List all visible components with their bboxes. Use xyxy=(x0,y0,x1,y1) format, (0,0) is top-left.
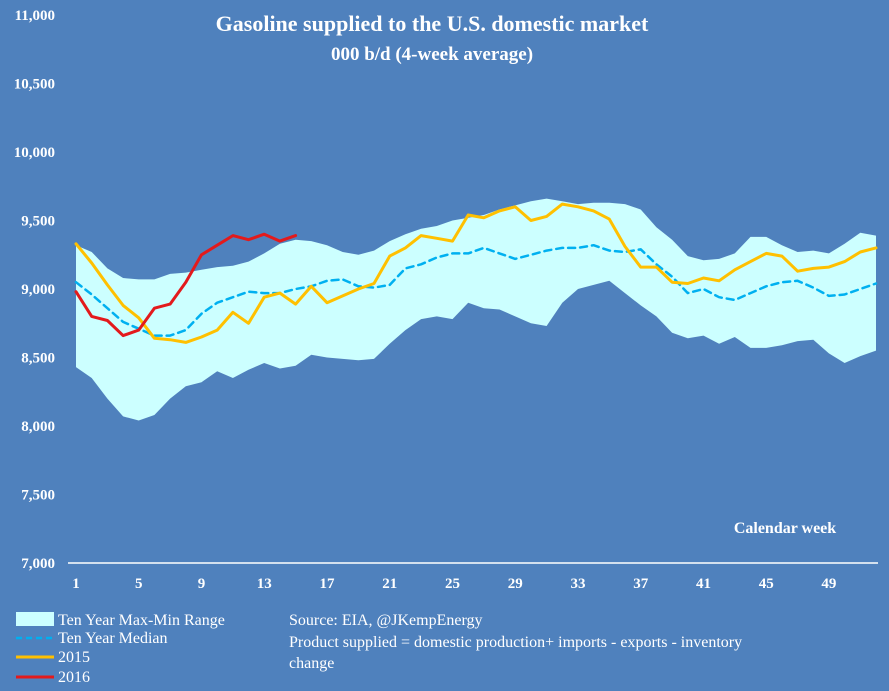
range-band xyxy=(76,198,876,421)
x-tick-labels: 1 5 9 13 17 21 25 29 33 37 41 45 49 xyxy=(72,576,836,592)
legend-swatch-range xyxy=(16,612,54,626)
x-tick-label: 37 xyxy=(633,576,649,592)
y-tick-label: 11,000 xyxy=(15,8,55,24)
series-layer xyxy=(74,202,878,344)
series-line-ten-year-median xyxy=(74,243,878,337)
y-tick-label: 10,500 xyxy=(14,77,55,93)
range-layer xyxy=(76,198,876,421)
chart-subtitle: 000 b/d (4-week average) xyxy=(331,44,533,65)
x-tick-label: 45 xyxy=(759,576,774,592)
x-tick-label: 49 xyxy=(821,576,836,592)
x-tick-label: 21 xyxy=(382,576,397,592)
legend-label-range: Ten Year Max-Min Range xyxy=(58,612,225,629)
y-tick-label: 8,000 xyxy=(21,419,55,435)
x-tick-label: 1 xyxy=(72,576,80,592)
y-tick-labels: 7,000 7,500 8,000 8,500 9,000 9,500 10,000 10,5… xyxy=(14,8,55,572)
x-axis-title: Calendar week xyxy=(734,520,836,537)
definition-note-line1: Product supplied = domestic production+ … xyxy=(289,634,742,651)
source-note: Source: EIA, @JKempEnergy xyxy=(289,612,483,629)
notes: Source: EIA, @JKempEnergy Product suppli… xyxy=(289,612,742,672)
x-tick-label: 13 xyxy=(257,576,272,592)
x-tick-label: 25 xyxy=(445,576,460,592)
chart-title: Gasoline supplied to the U.S. domestic m… xyxy=(216,11,649,36)
y-tick-label: 9,500 xyxy=(21,214,55,230)
x-tick-label: 41 xyxy=(696,576,711,592)
x-tick-label: 9 xyxy=(198,576,206,592)
legend-label-median: Ten Year Median xyxy=(58,630,168,647)
x-tick-label: 17 xyxy=(320,576,336,592)
series-line-2016 xyxy=(74,232,298,338)
y-tick-label: 9,000 xyxy=(21,282,55,298)
legend-label-2016: 2016 xyxy=(58,669,90,686)
definition-note-line2: change xyxy=(289,655,334,672)
y-tick-label: 7,500 xyxy=(21,488,55,504)
x-tick-label: 29 xyxy=(508,576,523,592)
legend-label-2015: 2015 xyxy=(58,649,90,666)
x-tick-label: 5 xyxy=(135,576,143,592)
y-tick-label: 8,500 xyxy=(21,351,55,367)
y-tick-label: 7,000 xyxy=(21,556,55,572)
series-line-2015 xyxy=(74,202,878,344)
x-tick-label: 33 xyxy=(571,576,586,592)
legend: Ten Year Max-Min Range Ten Year Median 2… xyxy=(16,612,225,686)
y-tick-label: 10,000 xyxy=(14,145,55,161)
